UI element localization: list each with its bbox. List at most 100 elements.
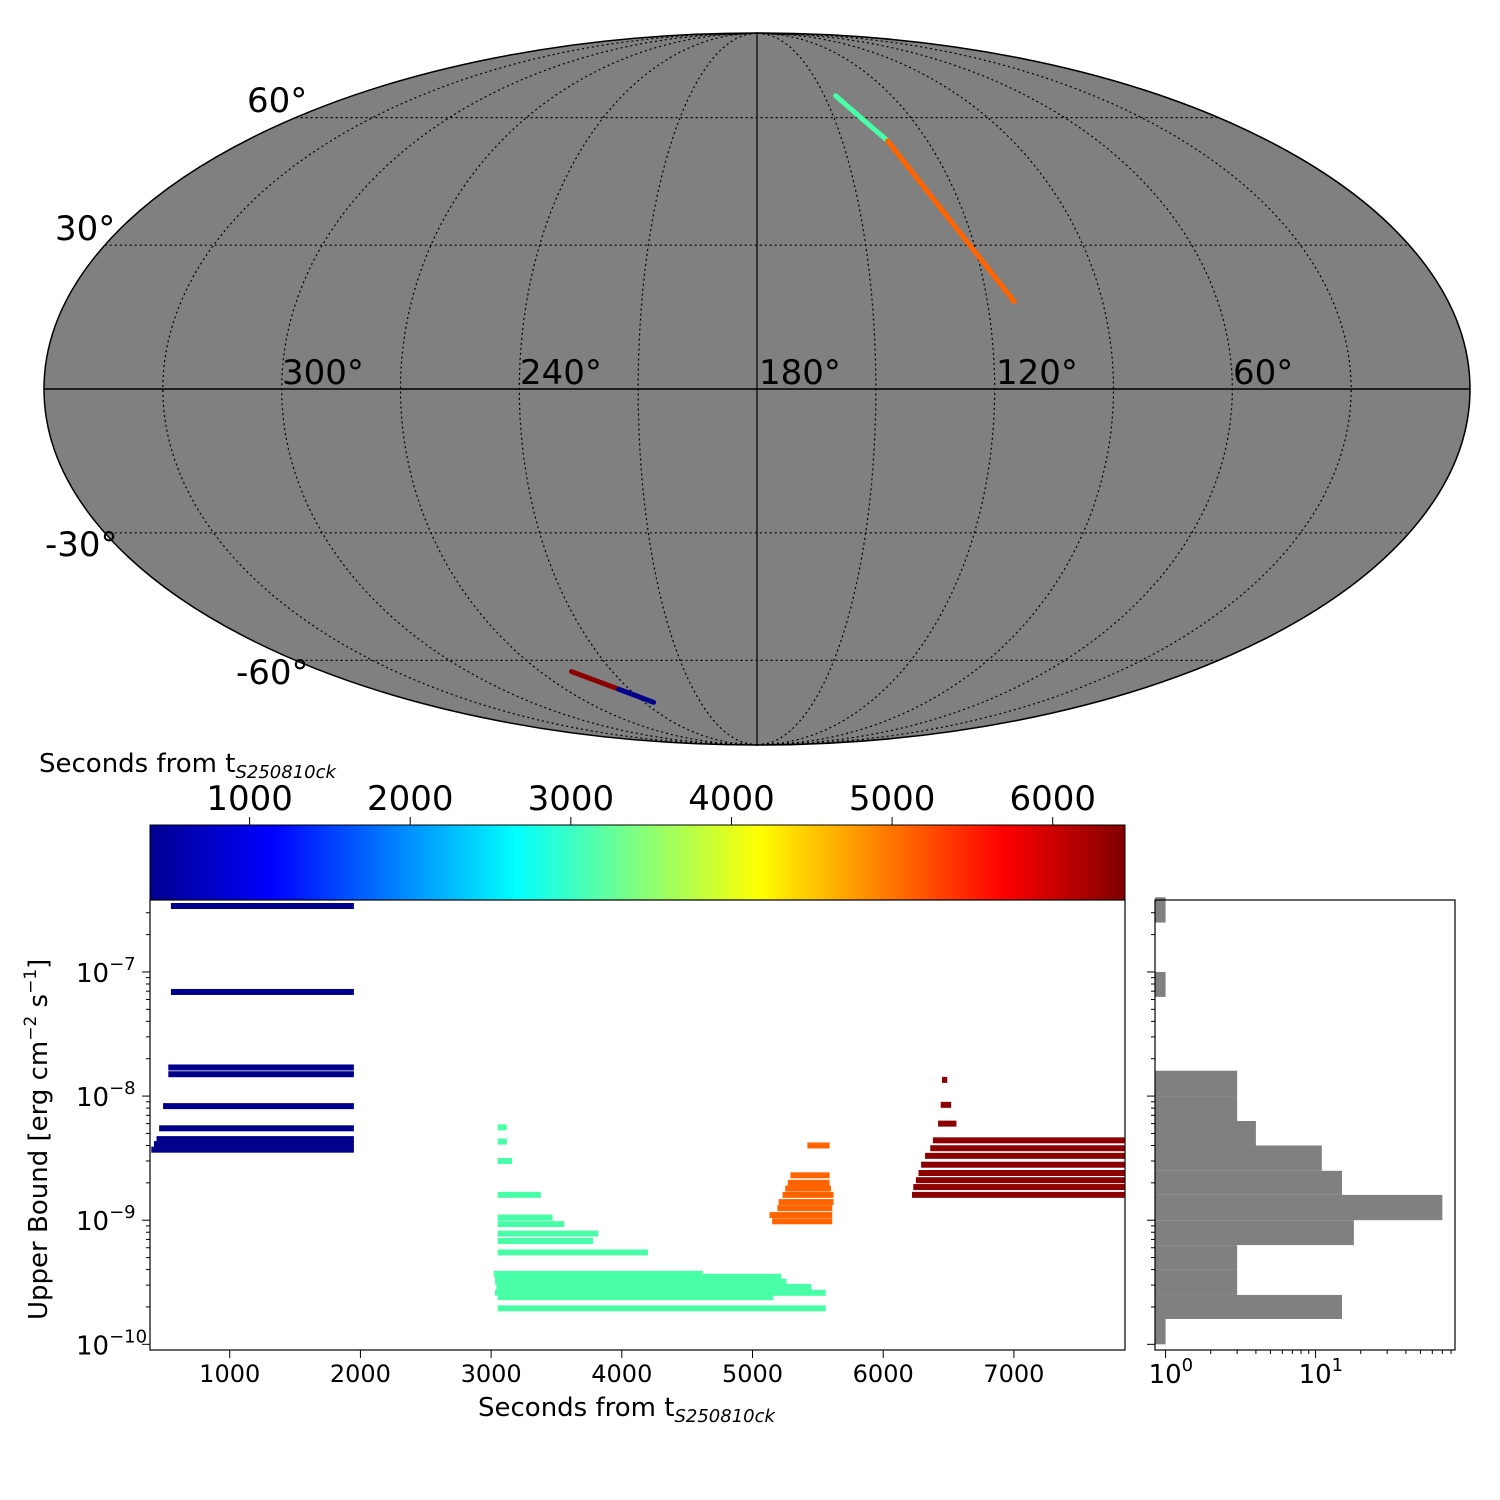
upper-bound-bar	[497, 1237, 594, 1244]
upper-bound-bar	[497, 1230, 599, 1237]
upper-bound-bar	[915, 1177, 1125, 1184]
histogram-x-tick-base: 10	[1299, 1360, 1332, 1390]
upper-bound-bar	[807, 1142, 830, 1149]
histogram-bars	[1155, 897, 1443, 1345]
upper-bound-bar	[940, 1101, 952, 1108]
upper-bound-bar	[497, 1138, 507, 1145]
histogram-bin	[1155, 1269, 1238, 1295]
sky-lon-tick-labels: 300° 240° 180° 120° 60°	[282, 353, 1293, 393]
upper-bound-bar	[769, 1212, 833, 1219]
histogram-bin	[1155, 1318, 1166, 1345]
y-label-part-1: Upper Bound [erg cm	[24, 1041, 54, 1320]
histogram-bin	[1155, 1120, 1256, 1146]
upper-bound-bar	[785, 1185, 831, 1192]
upper-bound-bar	[497, 1249, 648, 1256]
upper-bound-bar	[170, 902, 354, 909]
upper-bound-bar	[911, 1191, 1125, 1198]
colorbar-tick-label: 1000	[206, 779, 293, 819]
y-tick-base: 10	[76, 1083, 109, 1113]
lat-tick-minus30: -30°	[45, 525, 118, 565]
upper-bound-bar	[942, 1076, 948, 1083]
upper-bound-bar	[497, 1191, 541, 1198]
y-tick-base: 10	[76, 1331, 109, 1361]
histogram-x-tick-label: 101	[1299, 1355, 1344, 1390]
y-tick-label: 10−8	[76, 1078, 136, 1113]
y-tick-label: 10−7	[76, 954, 136, 989]
lat-tick-30: 30°	[55, 209, 115, 249]
histogram-bin	[1155, 1294, 1343, 1319]
y-tick-base: 10	[76, 959, 109, 989]
upper-bound-bar	[170, 988, 354, 995]
histogram-x-tick-exponent: 0	[1182, 1355, 1193, 1376]
meridian-line	[756, 32, 1115, 746]
y-label-exp-2: −1	[21, 969, 41, 994]
sky-track-segment	[885, 138, 1017, 305]
colorbar-tick-label: 3000	[528, 779, 615, 819]
colorbar-tick-label: 6000	[1009, 779, 1096, 819]
upper-bound-bar	[159, 1125, 354, 1132]
histogram-bin	[1155, 897, 1166, 923]
upper-bound-bar	[777, 1205, 833, 1212]
y-tick-exponent: −10	[109, 1326, 147, 1347]
main-x-axis-label-main: Seconds from t	[478, 1393, 674, 1423]
upper-bound-bar	[925, 1152, 1125, 1159]
histogram-bin	[1155, 1170, 1343, 1195]
lon-tick-300: 300°	[282, 353, 364, 393]
upper-bound-bar	[921, 1161, 1125, 1168]
histogram-x-tick-base: 10	[1149, 1360, 1182, 1390]
main-y-axis-label: Upper Bound [erg cm−2 s−1]	[21, 959, 54, 1320]
y-label-part-3: ]	[24, 959, 54, 969]
x-tick-label: 6000	[853, 1360, 914, 1388]
x-tick-label: 3000	[461, 1360, 522, 1388]
lon-tick-60: 60°	[1233, 353, 1293, 393]
histogram-x-tick-label: 100	[1149, 1355, 1194, 1390]
upper-bound-bar	[496, 1283, 812, 1290]
sky-map: 300° 240° 180° 120° 60° 60° 30° -30° -60…	[43, 32, 1471, 746]
x-tick-label: 4000	[591, 1360, 652, 1388]
upper-bound-bar	[495, 1278, 787, 1285]
histogram-frame	[1154, 899, 1456, 1351]
upper-bound-bar	[913, 1184, 1125, 1191]
upper-bound-bar	[497, 1294, 774, 1301]
upper-bound-bar	[151, 1146, 354, 1153]
upper-bound-bar	[495, 1273, 782, 1280]
y-label-exp-1: −2	[21, 1016, 41, 1041]
upper-bound-bar	[932, 1137, 1125, 1144]
x-tick-label: 7000	[983, 1360, 1044, 1388]
lat-tick-minus60: -60°	[236, 653, 309, 693]
colorbar-tick-label: 4000	[688, 779, 775, 819]
upper-bound-bar	[495, 1289, 826, 1296]
lat-tick-60: 60°	[247, 81, 307, 121]
upper-bound-bar	[782, 1191, 834, 1198]
colorbar-tick-label: 5000	[849, 779, 936, 819]
lon-tick-180: 180°	[759, 353, 841, 393]
main-x-axis-label: Seconds from tS250810ck	[478, 1393, 777, 1427]
histogram-ticks: 100 101	[1147, 912, 1452, 1390]
upper-bound-bar	[163, 1103, 354, 1110]
y-tick-label: 10−9	[76, 1202, 136, 1237]
sky-track-segment	[568, 669, 622, 692]
main-plot: 1000 2000 3000 4000 5000 6000 7000 10−1010−910…	[21, 899, 1126, 1427]
upper-bound-bar	[772, 1218, 833, 1225]
upper-bound-bar	[497, 1305, 826, 1312]
x-tick-label: 1000	[199, 1360, 260, 1388]
x-tick-label: 5000	[722, 1360, 783, 1388]
sky-track-segment	[616, 686, 657, 705]
upper-bound-bar	[938, 1120, 957, 1127]
y-tick-exponent: −8	[109, 1078, 136, 1099]
histogram-x-tick-exponent: 1	[1332, 1355, 1343, 1376]
sky-track-segment	[833, 93, 891, 144]
lon-tick-120: 120°	[996, 353, 1078, 393]
upper-bound-bar	[787, 1179, 830, 1186]
upper-bound-bar	[930, 1145, 1125, 1152]
histogram-bin	[1155, 1245, 1238, 1270]
upper-bound-bar	[918, 1170, 1125, 1177]
colorbar-ticks: 1000 2000 3000 4000 5000 6000	[206, 779, 1096, 825]
lon-tick-240: 240°	[520, 353, 602, 393]
upper-bound-bar	[790, 1172, 830, 1179]
colorbar-tick-label: 2000	[367, 779, 454, 819]
main-x-ticks: 1000 2000 3000 4000 5000 6000 7000	[199, 1350, 1044, 1388]
y-tick-exponent: −7	[109, 954, 136, 975]
